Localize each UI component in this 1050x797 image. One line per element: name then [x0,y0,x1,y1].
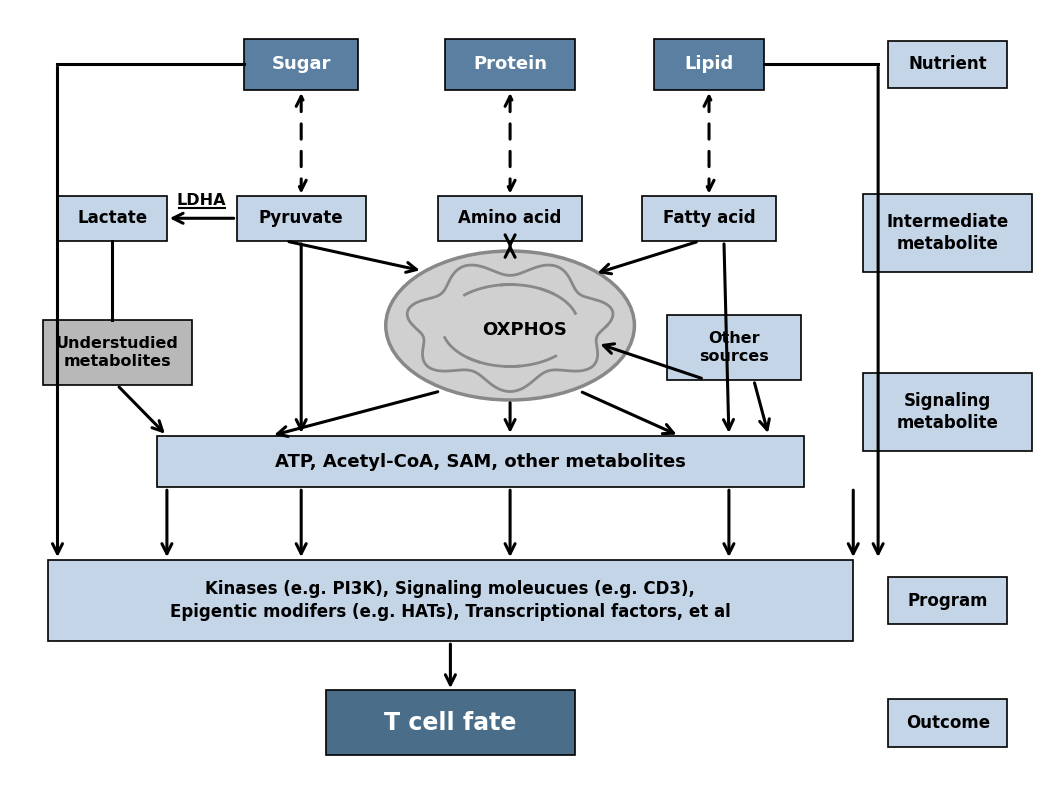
FancyBboxPatch shape [47,559,854,642]
Text: Kinases (e.g. PI3K), Signaling moleucues (e.g. CD3),
Epigentic modifers (e.g. HA: Kinases (e.g. PI3K), Signaling moleucues… [170,580,731,621]
Text: Signaling
metabolite: Signaling metabolite [897,392,999,432]
Text: Lipid: Lipid [685,55,734,73]
FancyBboxPatch shape [43,320,192,385]
FancyBboxPatch shape [654,38,763,90]
FancyBboxPatch shape [58,196,167,241]
FancyBboxPatch shape [327,690,574,755]
FancyBboxPatch shape [156,436,803,488]
Text: Program: Program [907,591,988,610]
FancyBboxPatch shape [863,373,1032,450]
Text: Sugar: Sugar [272,55,331,73]
Ellipse shape [385,251,634,400]
FancyBboxPatch shape [888,577,1007,624]
FancyBboxPatch shape [236,196,365,241]
FancyBboxPatch shape [888,41,1007,88]
Text: Amino acid: Amino acid [459,210,562,227]
FancyBboxPatch shape [244,38,358,90]
Text: Fatty acid: Fatty acid [663,210,755,227]
Text: T cell fate: T cell fate [384,711,517,735]
FancyBboxPatch shape [888,699,1007,747]
Text: Other
sources: Other sources [699,331,769,364]
Text: Nutrient: Nutrient [908,55,987,73]
FancyBboxPatch shape [863,194,1032,272]
Text: Understudied
metabolites: Understudied metabolites [56,336,179,369]
FancyBboxPatch shape [642,196,776,241]
Text: Outcome: Outcome [906,714,990,732]
Text: ATP, Acetyl-CoA, SAM, other metabolites: ATP, Acetyl-CoA, SAM, other metabolites [275,453,686,470]
Text: Protein: Protein [474,55,547,73]
FancyBboxPatch shape [438,196,582,241]
Text: Intermediate
metabolite: Intermediate metabolite [886,213,1009,253]
Text: Lactate: Lactate [77,210,147,227]
FancyBboxPatch shape [445,38,574,90]
Text: Pyruvate: Pyruvate [259,210,343,227]
FancyBboxPatch shape [667,315,801,379]
Text: LDHA: LDHA [177,193,227,208]
Text: OXPHOS: OXPHOS [483,321,567,340]
